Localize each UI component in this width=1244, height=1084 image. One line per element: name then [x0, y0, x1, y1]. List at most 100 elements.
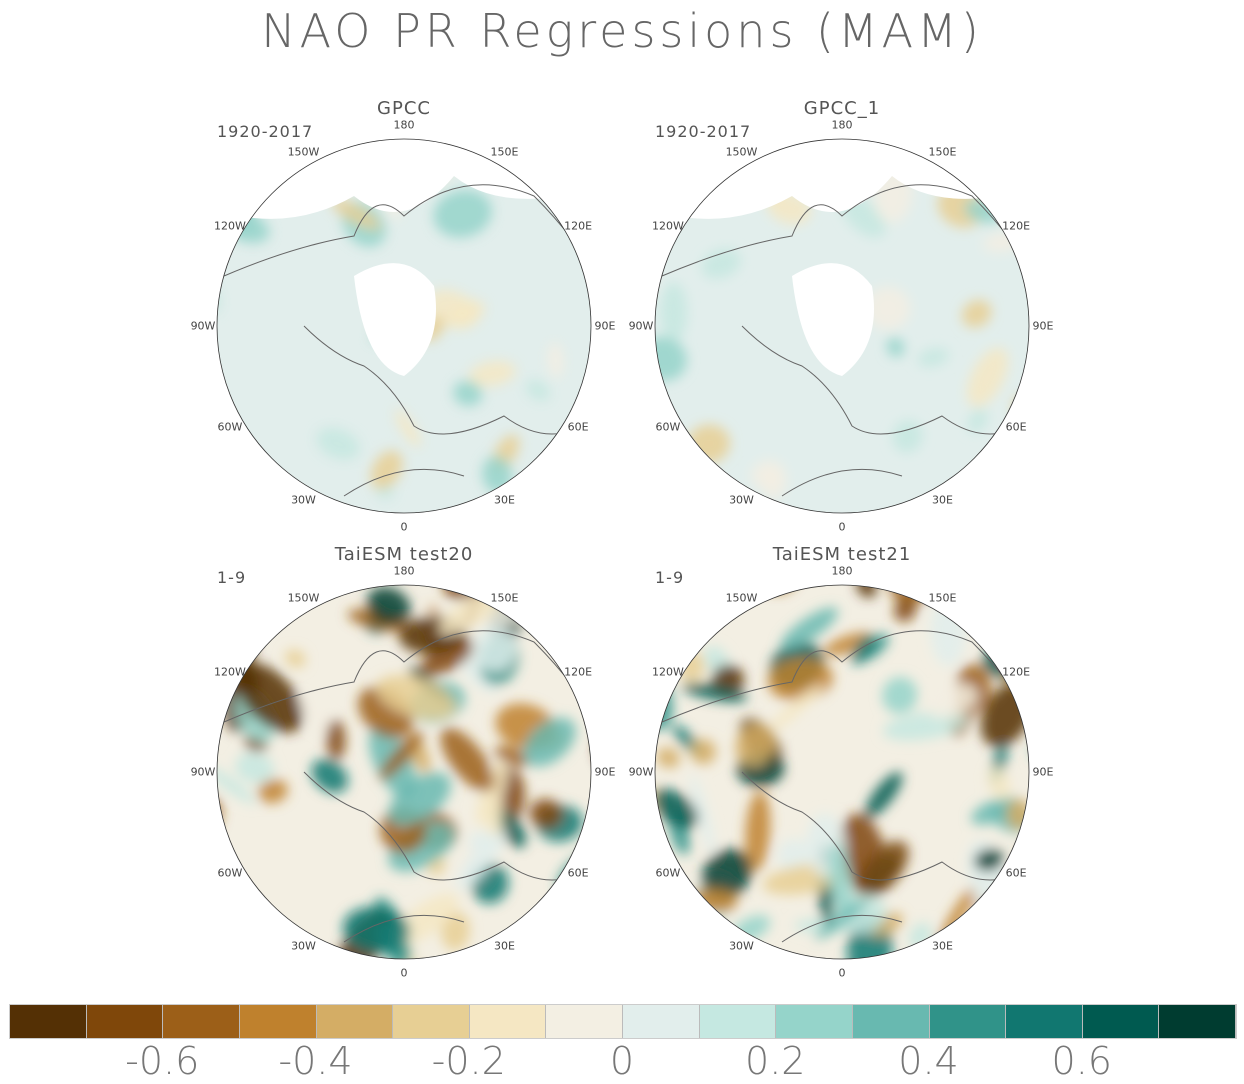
anomaly-patch	[284, 649, 306, 668]
anomaly-patch	[525, 379, 551, 401]
longitude-label: 60W	[217, 866, 243, 879]
longitude-label: 0	[400, 966, 408, 980]
colorbar-swatch	[469, 1005, 547, 1038]
longitude-label: 60W	[655, 866, 681, 879]
longitude-label: 120E	[1002, 665, 1031, 678]
colorbar-swatch	[1006, 1005, 1083, 1038]
anomaly-patch	[656, 747, 681, 769]
colorbar-swatch	[699, 1005, 777, 1038]
panel-period: 1920-2017	[217, 122, 314, 141]
anomaly-patch	[235, 752, 274, 784]
polar-map	[216, 138, 604, 514]
anomaly-patch	[440, 727, 494, 792]
longitude-label: 30W	[291, 493, 316, 507]
longitude-label: 30E	[494, 939, 515, 953]
longitude-label: 120W	[213, 665, 246, 678]
panel-period: 1920-2017	[655, 122, 752, 141]
longitude-label: 120E	[564, 665, 593, 678]
anomaly-patch	[745, 791, 771, 872]
anomaly-patch	[547, 342, 564, 379]
anomaly-patch	[388, 772, 451, 826]
colorbar-swatch	[546, 1005, 623, 1038]
anomaly-patch	[394, 893, 459, 945]
colorbar-swatch	[86, 1005, 164, 1038]
colorbar-tick-label: 0.2	[745, 1039, 806, 1083]
anomaly-patch	[472, 625, 517, 672]
longitude-label: 30E	[932, 939, 953, 953]
longitude-label: 30E	[932, 493, 953, 507]
colorbar-tick-label: 0	[609, 1039, 635, 1083]
longitude-label: 150W	[287, 591, 320, 605]
anomaly-patch	[496, 809, 526, 848]
longitude-label: 60E	[567, 866, 589, 879]
anomaly-patch	[987, 767, 1011, 800]
anomaly-patch	[347, 609, 411, 632]
coastline	[223, 630, 585, 943]
longitude-label: 30E	[494, 493, 515, 507]
anomaly-patch	[433, 189, 492, 238]
anomaly-patch	[882, 676, 918, 714]
longitude-label: 150W	[725, 591, 758, 605]
anomaly-patch	[967, 408, 989, 433]
anomaly-patch	[370, 450, 403, 490]
anomaly-patch	[690, 738, 717, 765]
longitude-label: 120E	[1002, 219, 1031, 232]
colorbar-tick-label: -0.4	[278, 1039, 353, 1083]
anomaly-patch	[484, 789, 504, 837]
anomaly-patch	[217, 175, 260, 204]
colorbar-tick-label: 0.4	[898, 1039, 959, 1083]
anomaly-patch	[917, 347, 949, 367]
longitude-label: 60E	[1005, 420, 1027, 433]
anomaly-patch	[366, 587, 411, 625]
colorbar-swatch	[393, 1005, 470, 1038]
polar-map	[654, 138, 1030, 514]
anomaly-patch	[864, 772, 903, 819]
anomaly-patch	[420, 638, 476, 676]
panel-period: 1-9	[655, 568, 685, 587]
colorbar-swatch	[10, 1005, 87, 1038]
anomaly-patch	[660, 282, 688, 343]
longitude-label: 90W	[628, 319, 654, 333]
anomaly-patch	[886, 337, 905, 358]
anomaly-patch	[326, 719, 346, 760]
anomaly-patch	[494, 746, 530, 767]
anomaly-patch	[925, 683, 978, 719]
anomaly-patch	[379, 731, 424, 780]
anomaly-patch	[761, 466, 787, 499]
anomaly-patch	[682, 682, 748, 702]
longitude-label: 180	[831, 564, 853, 578]
colorbar-swatch	[239, 1005, 317, 1038]
longitude-label: 120E	[564, 219, 593, 232]
anomaly-patch	[236, 662, 303, 733]
longitude-label: 120W	[651, 219, 684, 232]
anomaly-patch	[694, 145, 720, 169]
anomaly-patch	[395, 409, 421, 448]
anomaly-patch	[701, 848, 752, 900]
longitude-label: 90W	[190, 765, 216, 779]
anomaly-patch	[851, 635, 876, 665]
longitude-label: 150E	[928, 145, 957, 159]
longitude-label: 150E	[928, 591, 957, 605]
colorbar-swatch	[929, 1005, 1007, 1038]
coastline	[223, 184, 585, 497]
longitude-label: 90E	[594, 319, 616, 333]
longitude-label: 180	[393, 118, 415, 132]
longitude-label: 0	[838, 966, 846, 980]
longitude-label: 0	[838, 520, 846, 534]
anomaly-patch	[258, 779, 288, 804]
longitude-label: 120W	[651, 665, 684, 678]
colorbar-swatch	[1082, 1005, 1160, 1038]
longitude-label: 30W	[729, 493, 754, 507]
anomaly-patch	[311, 758, 348, 794]
polar-map	[216, 584, 592, 960]
anomaly-patch	[316, 427, 360, 460]
colorbar-swatch	[316, 1005, 394, 1038]
anomaly-patch	[690, 773, 715, 855]
colorbar-swatch	[1159, 1005, 1236, 1038]
longitude-label: 30W	[729, 939, 754, 953]
anomaly-patch	[930, 596, 966, 667]
panel-title: TaiESM test20	[334, 544, 474, 565]
anomaly-patch	[589, 378, 604, 435]
anomaly-patch	[1028, 717, 1042, 762]
anomaly-patch	[655, 788, 699, 829]
